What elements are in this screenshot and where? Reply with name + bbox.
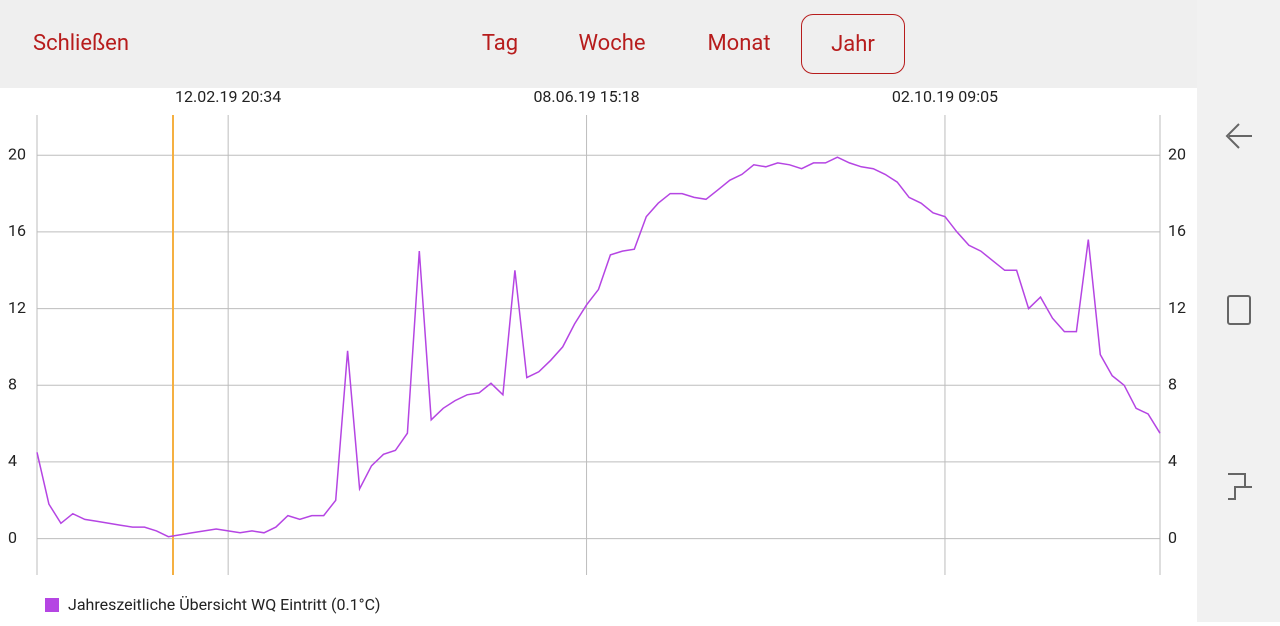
y2-tick-label: 12 bbox=[1168, 298, 1186, 317]
chart: 0 4 8 12 16 20 0 4 8 12 16 20 12.02.19 20:34 08.06.19… bbox=[8, 88, 1186, 614]
tab-button[interactable]: Woche bbox=[578, 31, 646, 56]
nav-icons bbox=[1225, 123, 1252, 500]
legend-label: Jahreszeitliche Übersicht WQ Eintritt (0… bbox=[68, 595, 380, 614]
y-tick-label: 4 bbox=[8, 451, 17, 470]
home-icon[interactable] bbox=[1227, 295, 1251, 325]
tab-button[interactable]: Jahr bbox=[801, 14, 905, 74]
y2-tick-label: 0 bbox=[1168, 528, 1177, 547]
legend-swatch bbox=[45, 598, 59, 612]
x-tick-label: 02.10.19 09:05 bbox=[892, 88, 998, 106]
y2-tick-label: 8 bbox=[1168, 374, 1177, 393]
y-tick-label: 20 bbox=[8, 144, 26, 163]
recent-icon-glyph bbox=[1228, 473, 1252, 500]
y2-tick-label: 16 bbox=[1168, 221, 1186, 240]
data-line bbox=[36, 156, 1161, 538]
x-tick-label: 08.06.19 15:18 bbox=[533, 88, 639, 106]
back-icon[interactable] bbox=[1225, 123, 1252, 149]
tab-button[interactable]: Monat bbox=[707, 31, 771, 56]
x-tick-label: 12.02.19 20:34 bbox=[175, 88, 281, 106]
close-button[interactable]: Schließen bbox=[33, 31, 129, 56]
toolbar: Schließen Tag Woche Monat Jahr bbox=[0, 0, 1197, 88]
y2-tick-label: 4 bbox=[1168, 451, 1177, 470]
system-nav bbox=[1197, 0, 1280, 622]
y2-tick-label: 20 bbox=[1168, 144, 1186, 163]
y-tick-label: 12 bbox=[8, 298, 26, 317]
y-tick-label: 0 bbox=[8, 528, 17, 547]
y-tick-label: 8 bbox=[8, 374, 17, 393]
tab-button[interactable]: Tag bbox=[481, 31, 519, 56]
y-tick-label: 16 bbox=[8, 221, 26, 240]
